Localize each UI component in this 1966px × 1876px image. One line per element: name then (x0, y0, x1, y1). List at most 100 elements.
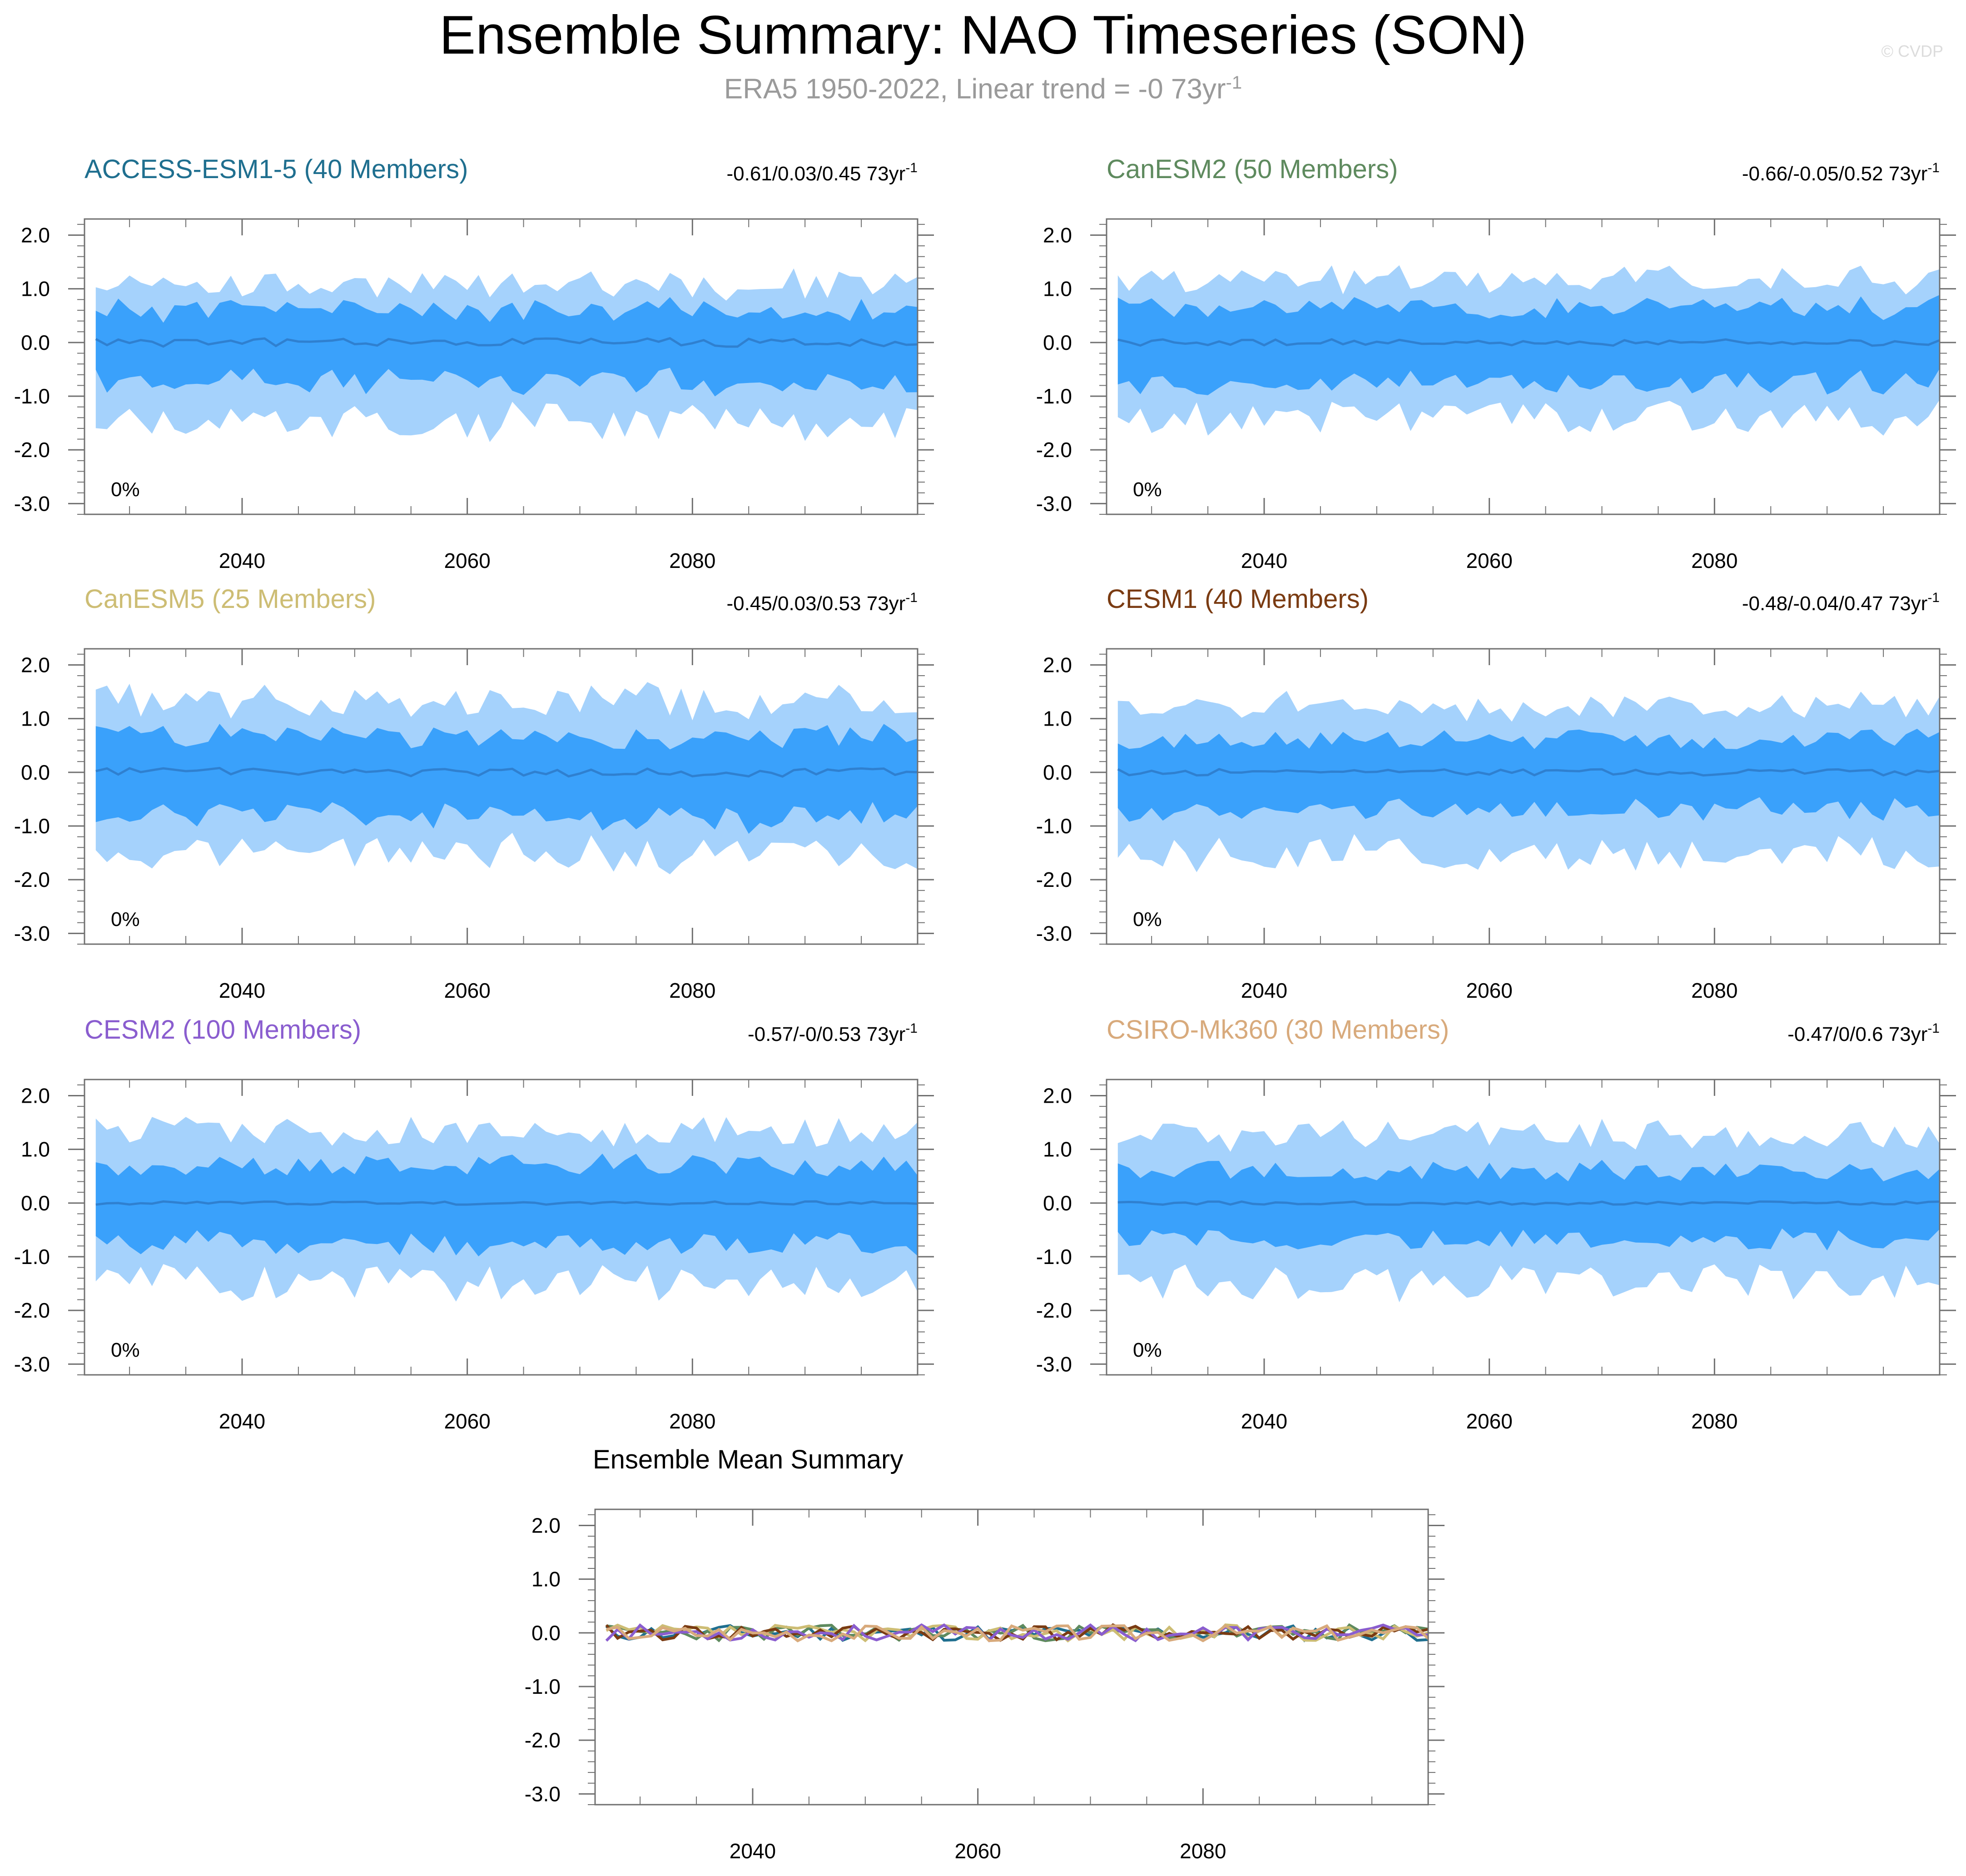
percent-label: 0% (111, 1339, 140, 1361)
inner-range-band (1117, 295, 1940, 395)
inner-range-band (1117, 729, 1940, 822)
x-tick-label: 2060 (954, 1839, 1001, 1863)
panel-title: CESM2 (100 Members) (84, 1015, 361, 1045)
y-tick-label: 1.0 (21, 277, 50, 301)
percent-label: 0% (1133, 1339, 1162, 1361)
trend-label: -0.48/-0.04/0.47 73yr-1 (1742, 590, 1940, 615)
subtitle-exponent: -1 (1226, 73, 1242, 93)
panel-2: CanESM2 (50 Members) -0.66/-0.05/0.52 73y… (1036, 154, 1956, 572)
y-tick-label: 2.0 (531, 1513, 561, 1537)
percent-label: 0% (1133, 908, 1162, 931)
x-tick-label: 2040 (219, 979, 265, 1002)
y-tick-label: 0.0 (1043, 761, 1072, 784)
x-tick-label: 2060 (444, 549, 490, 572)
y-tick-label: 0.0 (531, 1621, 561, 1645)
series-line-6 (606, 1624, 1430, 1642)
trend-label: -0.47/0/0.6 73yr-1 (1787, 1021, 1940, 1045)
x-tick-label: 2080 (1691, 979, 1738, 1002)
inner-range-band (95, 1154, 918, 1257)
ensemble-mean-line (1117, 338, 1940, 347)
ensemble-mean-line (1117, 1200, 1940, 1206)
x-tick-label: 2040 (1241, 549, 1287, 572)
x-tick-label: 2080 (1691, 549, 1738, 572)
y-tick-label: 2.0 (1043, 1084, 1072, 1107)
ensemble-mean-line (95, 337, 918, 348)
panel-6: CSIRO-Mk360 (30 Members) -0.47/0/0.6 73yr… (1036, 1015, 1956, 1433)
plot-area (95, 268, 918, 442)
plot-area (95, 1117, 918, 1302)
y-tick-label: 2.0 (21, 223, 50, 247)
y-tick-label: -1.0 (1036, 384, 1072, 408)
y-tick-label: -1.0 (525, 1675, 561, 1698)
x-tick-label: 2040 (219, 1409, 265, 1433)
panel-title: CanESM5 (25 Members) (84, 584, 376, 614)
x-tick-label: 2060 (1466, 979, 1512, 1002)
y-tick-label: -3.0 (14, 492, 50, 515)
x-tick-label: 2040 (219, 549, 265, 572)
y-tick-label: -1.0 (14, 814, 50, 838)
panel-7: Ensemble Mean Summary 2.0 1.0 0.0 -1.0 -2.0 -3… (525, 1445, 1445, 1863)
y-tick-label: 2.0 (21, 1084, 50, 1107)
y-tick-label: 2.0 (1043, 223, 1072, 247)
y-tick-label: 1.0 (1043, 277, 1072, 301)
inner-range-band (1117, 1159, 1940, 1251)
panel-4: CESM1 (40 Members) -0.48/-0.04/0.47 73yr-… (1036, 584, 1956, 1002)
y-tick-label: -1.0 (1036, 814, 1072, 838)
trend-label: -0.45/0.03/0.53 73yr-1 (726, 590, 918, 615)
y-tick-label: 0.0 (1043, 331, 1072, 354)
panel-1: ACCESS-ESM1-5 (40 Members) -0.61/0.03/0.4… (14, 154, 934, 572)
plot-area (1117, 265, 1940, 436)
plot-area (1117, 1119, 1940, 1303)
ensemble-mean-line (95, 766, 918, 778)
watermark: © CVDP (1881, 42, 1943, 60)
y-tick-label: 1.0 (21, 707, 50, 731)
page-title: Ensemble Summary: NAO Timeseries (SON) (439, 5, 1527, 65)
y-tick-label: -2.0 (14, 1299, 50, 1322)
x-tick-label: 2080 (669, 1409, 715, 1433)
x-tick-label: 2080 (669, 549, 715, 572)
subtitle-text: ERA5 1950-2022, Linear trend = -0 73yr (724, 73, 1226, 105)
plot-frame (84, 1079, 918, 1376)
trend-label: -0.61/0.03/0.45 73yr-1 (726, 160, 918, 185)
y-tick-label: -1.0 (14, 384, 50, 408)
y-tick-label: -3.0 (1036, 921, 1072, 945)
inner-range-band (95, 724, 918, 834)
y-tick-label: 1.0 (531, 1567, 561, 1591)
panel-5: CESM2 (100 Members) -0.57/-0/0.53 73yr-1 0… (14, 1015, 934, 1433)
ensemble-mean-line (95, 1200, 918, 1206)
percent-label: 0% (111, 478, 140, 501)
y-tick-label: -3.0 (1036, 492, 1072, 515)
panel-title: CanESM2 (50 Members) (1107, 154, 1398, 184)
y-tick-label: -2.0 (14, 868, 50, 891)
plot-frame (84, 218, 918, 515)
y-tick-label: 0.0 (21, 331, 50, 354)
plot-area (1117, 691, 1940, 872)
y-tick-label: -3.0 (1036, 1352, 1072, 1376)
x-tick-label: 2040 (730, 1839, 776, 1863)
trend-label: -0.66/-0.05/0.52 73yr-1 (1742, 160, 1940, 185)
ensemble-mean-line (1117, 768, 1940, 777)
plot-area (605, 1623, 1430, 1643)
inner-range-band (95, 297, 918, 397)
x-tick-label: 2060 (1466, 549, 1512, 572)
x-tick-label: 2060 (444, 1409, 490, 1433)
y-tick-label: 1.0 (1043, 1138, 1072, 1161)
panel-title: ACCESS-ESM1-5 (40 Members) (84, 154, 468, 184)
y-tick-label: -2.0 (1036, 438, 1072, 462)
panel-title: Ensemble Mean Summary (593, 1445, 903, 1474)
y-tick-label: -2.0 (525, 1728, 561, 1752)
percent-label: 0% (111, 908, 140, 931)
x-tick-label: 2040 (1241, 1409, 1287, 1433)
y-tick-label: -3.0 (14, 921, 50, 945)
page-subtitle: ERA5 1950-2022, Linear trend = -0 73yr-1 (0, 73, 1966, 105)
y-tick-label: -3.0 (14, 1352, 50, 1376)
y-tick-label: 1.0 (1043, 707, 1072, 731)
x-tick-label: 2080 (669, 979, 715, 1002)
panel-title: CSIRO-Mk360 (30 Members) (1107, 1015, 1449, 1045)
y-tick-label: 0.0 (21, 1191, 50, 1215)
x-tick-label: 2060 (1466, 1409, 1512, 1433)
x-tick-label: 2040 (1241, 979, 1287, 1002)
y-tick-label: -1.0 (1036, 1245, 1072, 1269)
plot-area (95, 682, 918, 875)
